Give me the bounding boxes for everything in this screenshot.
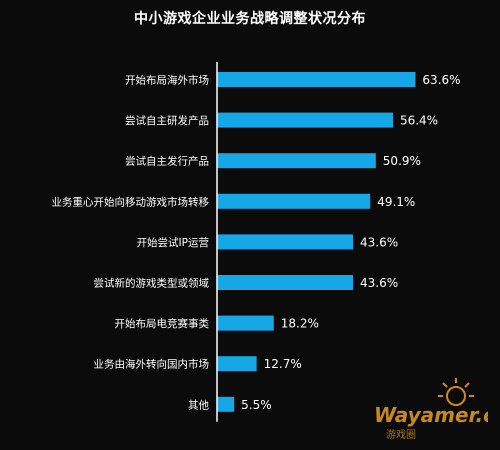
chart-title: 中小游戏企业业务战略调整状况分布 — [134, 11, 366, 27]
watermark-text: Wayamer.com — [374, 403, 488, 427]
value-label: 43.6% — [360, 235, 398, 249]
category-label: 尝试自主发行产品 — [125, 155, 209, 168]
bar — [217, 356, 257, 372]
bar — [217, 275, 354, 290]
category-label: 开始布局海外市场 — [125, 74, 209, 87]
category-label: 开始尝试IP运营 — [137, 236, 209, 249]
bar — [217, 72, 416, 87]
value-label: 49.1% — [377, 195, 415, 209]
watermark-subtext: 游戏圈 — [386, 428, 416, 441]
bars-layer: 开始布局海外市场 63.6% 尝试自主研发产品 56.4% 尝试自主发行产品 50.9% 业… — [52, 72, 461, 412]
bar — [217, 112, 393, 128]
bar — [217, 153, 376, 169]
bar — [217, 315, 274, 331]
value-label: 56.4% — [400, 114, 438, 128]
sun-logo-icon — [438, 378, 474, 406]
value-label: 43.6% — [360, 276, 398, 290]
watermark-logo: Wayamer.com 游戏圈 — [374, 378, 488, 441]
category-label: 开始布局电竞赛事类 — [115, 317, 210, 330]
value-label: 50.9% — [383, 154, 421, 168]
value-label: 63.6% — [422, 73, 460, 87]
category-label: 尝试新的游戏类型或领域 — [94, 277, 210, 290]
bar — [217, 396, 235, 412]
value-label: 12.7% — [264, 357, 302, 371]
bar — [217, 234, 354, 250]
category-label: 业务由海外转向国内市场 — [94, 358, 210, 371]
value-label: 5.5% — [241, 398, 272, 412]
bar — [217, 193, 371, 209]
category-label: 业务重心开始向移动游戏市场转移 — [52, 195, 210, 208]
category-label: 其他 — [188, 398, 209, 411]
value-label: 18.2% — [281, 317, 319, 331]
category-label: 尝试自主研发产品 — [125, 114, 209, 127]
